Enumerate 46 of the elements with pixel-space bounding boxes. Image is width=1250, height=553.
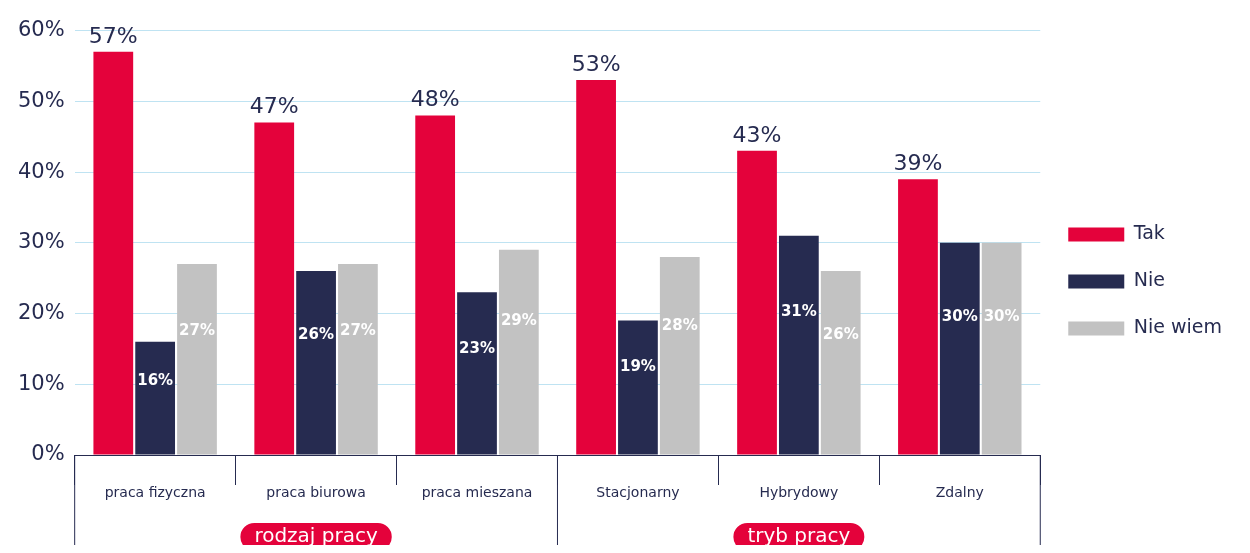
data-label: 16% [137,371,174,390]
legend-label: Nie wiem [1133,315,1223,338]
y-tick-label: 20% [17,299,65,324]
bar [820,271,861,455]
data-label: 39% [893,149,943,175]
legend-label: Tak [1132,221,1165,244]
x-tick-label: Zdalny [935,484,984,501]
legend-label: Nie [1133,268,1165,291]
data-label: 47% [249,93,299,119]
bar [898,179,938,455]
data-label: 48% [410,86,460,112]
data-label: 43% [732,121,782,147]
data-label: 30% [983,306,1020,325]
bar [498,249,539,455]
bar [338,264,378,455]
y-tick-label: 50% [17,87,65,112]
x-tick-label: Hybrydowy [759,484,839,501]
bar [93,51,134,455]
y-tick-label: 10% [17,370,65,395]
data-label: 23% [459,338,495,357]
bar [576,80,616,455]
data-label: 19% [619,357,656,376]
data-label: 26% [822,325,859,344]
bar [254,122,295,455]
data-label: 31% [780,302,817,321]
x-tick-label: praca mieszana [421,484,533,501]
data-label: 27% [339,320,376,339]
bar [415,115,456,455]
data-label: 28% [661,315,698,334]
y-tick-label: 30% [17,229,65,254]
data-label: 53% [571,50,621,76]
data-label: 29% [500,311,537,330]
bar [737,150,777,455]
data-label: 30% [941,306,978,325]
x-tick-label: praca fizyczna [104,484,206,501]
data-label: 26% [298,325,335,344]
y-tick-label: 40% [17,158,65,183]
y-tick-label: 0% [31,441,65,466]
bar [981,242,1022,455]
data-label: 27% [179,320,215,339]
y-tick-label: 60% [17,17,65,42]
data-label: 57% [88,22,138,48]
bar [659,256,700,455]
x-tick-label: Stacjonarny [596,484,680,501]
x-tick-label: praca biurowa [266,484,366,501]
bar [177,264,217,455]
